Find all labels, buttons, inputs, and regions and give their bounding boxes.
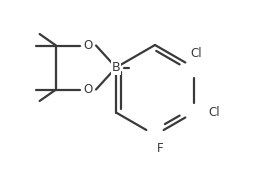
Text: Cl: Cl (208, 106, 220, 119)
Text: B: B (112, 61, 120, 74)
Text: F: F (157, 142, 163, 155)
Text: O: O (83, 83, 93, 96)
Text: O: O (83, 39, 93, 52)
Text: Cl: Cl (190, 47, 202, 60)
